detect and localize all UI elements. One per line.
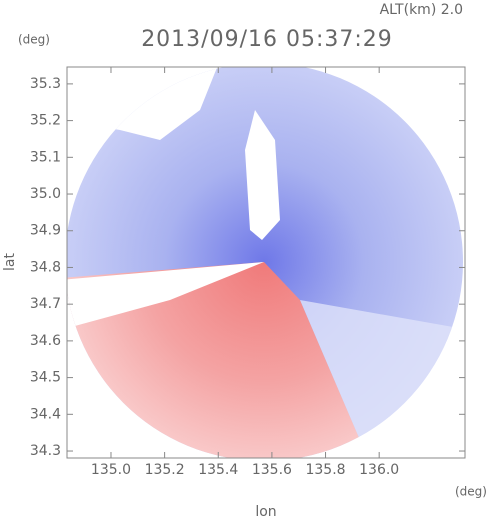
radar-field — [67, 67, 463, 458]
annotation: ALT(km) 2.0 — [380, 2, 463, 18]
y-tick-label: 34.6 — [30, 333, 61, 349]
y-axis-label: lat — [2, 253, 18, 271]
y-tick-label: 35.3 — [30, 76, 61, 92]
chart-title: 2013/09/16 05:37:29 — [141, 27, 393, 52]
y-tick-label: 35.0 — [30, 186, 61, 202]
y-tick-label: 34.4 — [30, 406, 61, 422]
y-tick-label: 35.1 — [30, 149, 61, 165]
y-tick-label: 34.8 — [30, 259, 61, 275]
x-tick-label: 135.8 — [305, 462, 345, 478]
x-tick-label: 135.4 — [198, 462, 238, 478]
x-tick-label: 135.0 — [91, 462, 131, 478]
y-tick-label: 34.5 — [30, 370, 61, 386]
y-tick-label: 35.2 — [30, 113, 61, 129]
x-tick-label: 136.0 — [359, 462, 399, 478]
x-tick-label: 135.2 — [145, 462, 185, 478]
x-axis-label: lon — [255, 504, 276, 520]
x-tick-label: 135.6 — [252, 462, 292, 478]
y-tick-label: 34.9 — [30, 223, 61, 239]
plot-frame — [66, 66, 466, 459]
x-unit: (deg) — [455, 485, 487, 499]
y-tick-label: 34.3 — [30, 443, 61, 459]
y-tick-label: 34.7 — [30, 296, 61, 312]
y-unit: (deg) — [18, 33, 50, 47]
